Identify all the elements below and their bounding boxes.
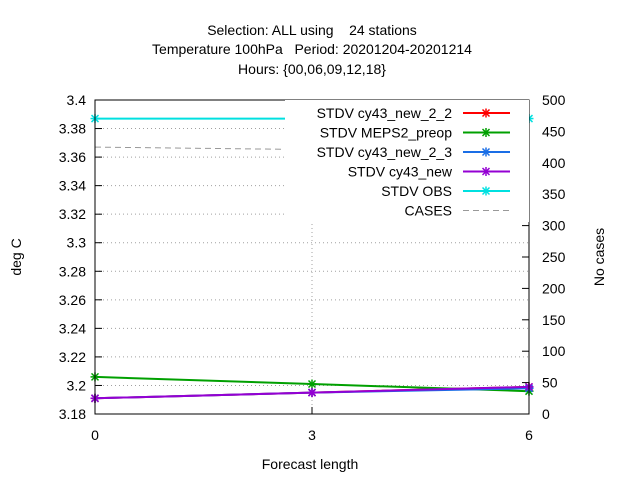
x-axis-label: Forecast length [262, 456, 359, 472]
y2-tick-label: 200 [542, 280, 566, 296]
legend-entry: CASES [405, 203, 510, 219]
y-axis-label: deg C [8, 238, 24, 275]
x-tick-label: 0 [91, 427, 99, 443]
legend-label: STDV cy43_new_2_3 [317, 144, 453, 160]
y-tick-label: 3.36 [59, 149, 86, 165]
y2-tick-label: 50 [542, 375, 558, 391]
legend-entry: STDV cy43_new [348, 164, 510, 180]
y2-tick-label: 500 [542, 92, 566, 108]
legend-entry: STDV cy43_new_2_3 [317, 144, 510, 160]
y2-tick-label: 150 [542, 312, 566, 328]
y-tick-label: 3.22 [59, 349, 86, 365]
legend: STDV cy43_new_2_2 STDV MEPS2_preop STDV cy… [285, 100, 529, 222]
legend-background [285, 100, 529, 222]
y-tick-label: 3.34 [59, 178, 86, 194]
y2-tick-label: 400 [542, 155, 566, 171]
y2-tick-label: 100 [542, 343, 566, 359]
y2-tick-label: 450 [542, 123, 566, 139]
legend-swatch-marker [481, 128, 491, 137]
series-point [307, 379, 317, 389]
legend-entry: STDV MEPS2_preop [320, 125, 510, 141]
x-tick-label: 6 [525, 427, 533, 443]
series-point [307, 388, 317, 398]
title-line-3: Hours: {00,06,09,12,18} [238, 61, 386, 77]
y2-axis-label: No cases [591, 228, 607, 286]
y-tick-label: 3.4 [67, 92, 87, 108]
chart-title: Selection: ALL using 24 stations Tempera… [152, 22, 472, 77]
legend-swatch-marker [481, 147, 491, 157]
y2-tick-label: 350 [542, 186, 566, 202]
legend-label: STDV MEPS2_preop [320, 125, 452, 141]
x-tick-label: 3 [308, 427, 316, 443]
legend-entry: STDV OBS [381, 183, 510, 199]
y-tick-label: 3.26 [59, 292, 86, 308]
legend-label: STDV OBS [381, 183, 452, 199]
title-line-1: Selection: ALL using 24 stations [207, 22, 417, 38]
y2-tick-label: 0 [542, 406, 550, 422]
y-tick-label: 3.28 [59, 263, 86, 279]
legend-swatch-marker [481, 167, 491, 176]
legend-label: STDV cy43_new [348, 164, 453, 180]
y-tick-label: 3.18 [59, 406, 86, 422]
legend-entry: STDV cy43_new_2_2 [317, 105, 510, 121]
y-tick-label: 3.24 [59, 320, 86, 336]
legend-label: STDV cy43_new_2_2 [317, 105, 453, 121]
legend-swatch-marker [481, 186, 491, 196]
y-tick-label: 3.38 [59, 121, 86, 137]
legend-swatch-marker [481, 108, 491, 118]
y2-tick-label: 300 [542, 218, 566, 234]
title-line-2: Temperature 100hPa Period: 20201204-2020… [152, 41, 472, 57]
y-tick-label: 3.2 [67, 377, 87, 393]
y2-tick-label: 250 [542, 249, 566, 265]
y-tick-label: 3.32 [59, 206, 86, 222]
legend-label: CASES [405, 203, 452, 219]
y-tick-label: 3.3 [67, 235, 87, 251]
